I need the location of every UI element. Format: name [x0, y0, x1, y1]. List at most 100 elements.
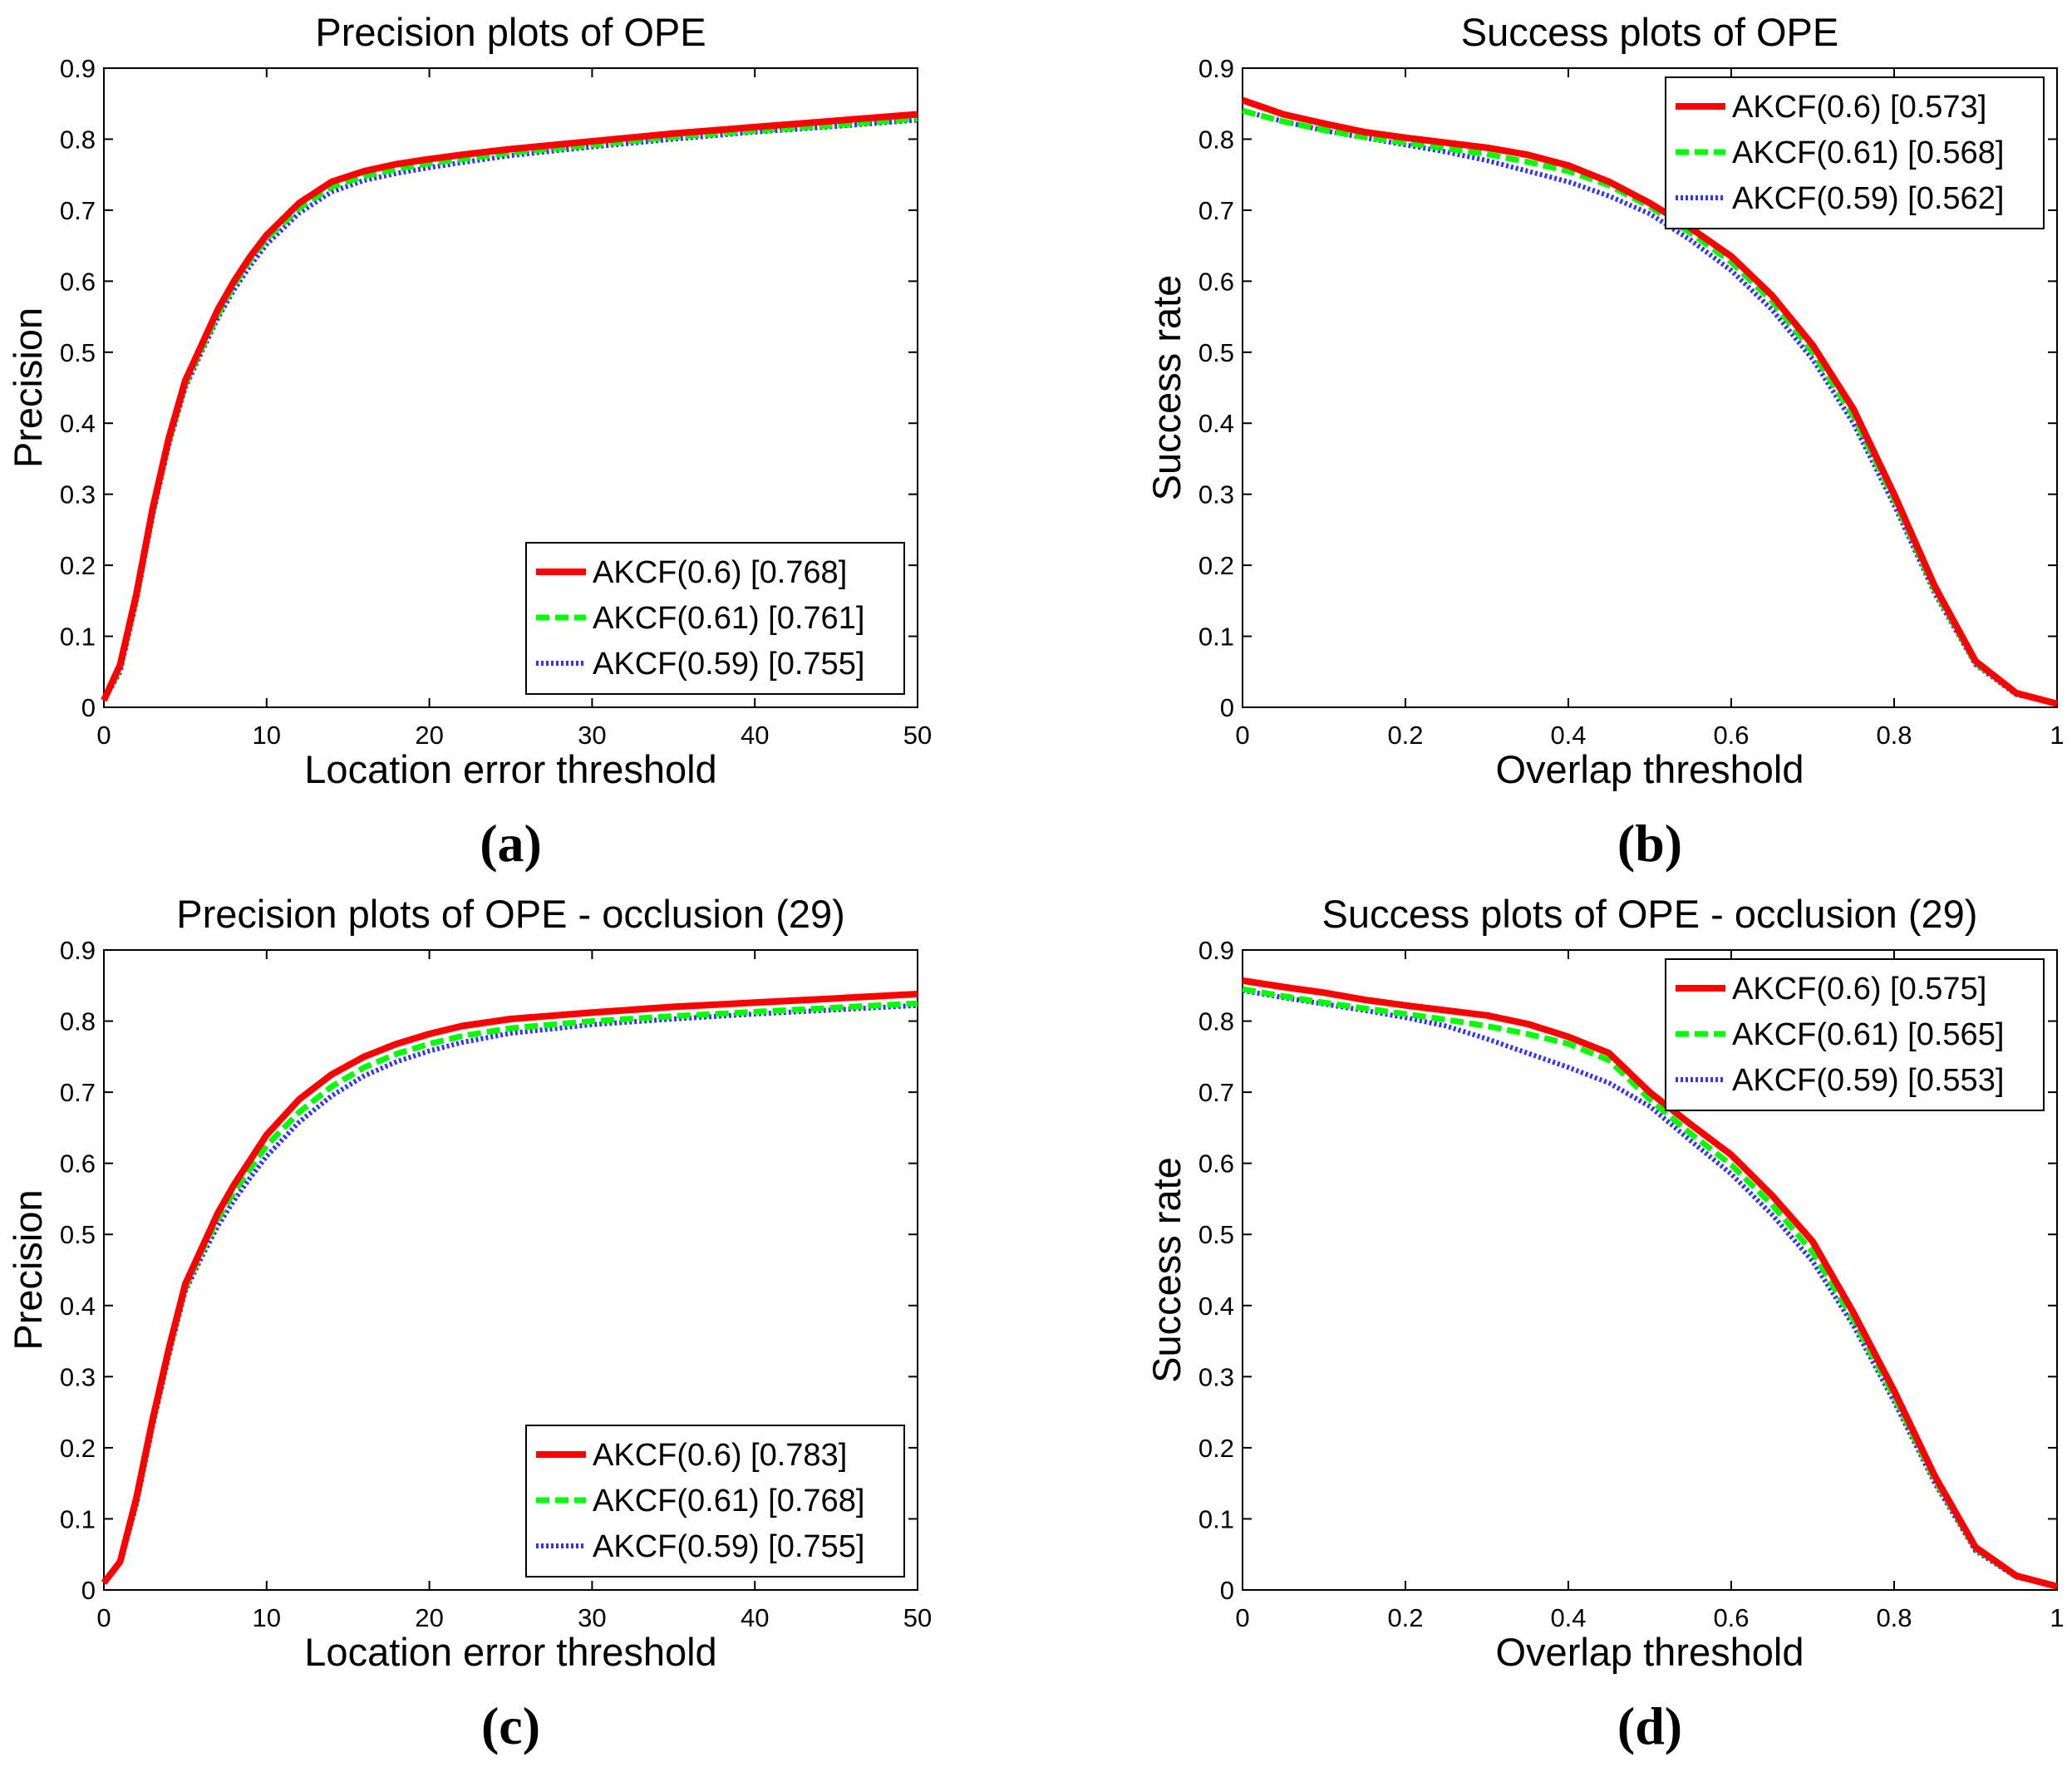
legend-entry-2: AKCF(0.59) [0.562]: [1732, 181, 2004, 216]
y-tick-label: 0.7: [1198, 196, 1234, 225]
legend-entry-0: AKCF(0.6) [0.783]: [593, 1438, 847, 1473]
y-tick-label: 0.4: [60, 409, 96, 438]
y-tick-label: 0.5: [1198, 338, 1234, 367]
legend-entry-2: AKCF(0.59) [0.553]: [1732, 1063, 2004, 1098]
y-tick-label: 0.1: [1198, 623, 1234, 652]
y-tick-label: 0.4: [60, 1292, 96, 1321]
y-tick-label: 0.9: [60, 54, 96, 83]
y-tick-label: 0.7: [1198, 1078, 1234, 1107]
y-axis-label-c: Precision: [6, 1189, 50, 1350]
y-tick-label: 0.2: [1198, 1434, 1234, 1463]
x-axis-label-d: Overlap threshold: [1496, 1630, 1804, 1674]
x-tick-label: 0: [1235, 1603, 1249, 1632]
x-tick-label: 30: [578, 721, 606, 750]
chart-a: Precision plots of OPE 0 10 20 30 40 50 0 0.1 0.2…: [6, 10, 932, 873]
y-tick-label: 0.6: [1198, 1149, 1234, 1179]
x-tick-label: 0.2: [1387, 1603, 1423, 1632]
legend-c: AKCF(0.6) [0.783] AKCF(0.61) [0.768] AKCF(…: [525, 1425, 905, 1578]
chart-title-a: Precision plots of OPE: [315, 10, 706, 54]
panel-label-a: (a): [480, 814, 542, 873]
y-tick-label: 0.3: [1198, 480, 1234, 509]
chart-title-c: Precision plots of OPE - occlusion (29): [176, 892, 845, 936]
panel-label-c: (c): [481, 1696, 540, 1755]
y-tick-label: 0.6: [60, 1149, 96, 1179]
y-axis-label-a: Precision: [6, 308, 50, 468]
y-tick-label: 0: [1220, 693, 1234, 722]
x-tick-label: 30: [578, 1603, 606, 1632]
x-tick-label: 0.8: [1876, 721, 1912, 750]
legend-entry-1: AKCF(0.61) [0.768]: [593, 1484, 864, 1518]
x-tick-label: 10: [253, 721, 281, 750]
y-axis-label-d: Success rate: [1144, 1157, 1189, 1383]
y-tick-label: 0.5: [60, 338, 96, 367]
x-tick-label: 0: [96, 1603, 111, 1632]
y-tick-label: 0.8: [60, 1007, 96, 1036]
y-tick-label: 0.8: [60, 125, 96, 154]
y-tick-label: 0.1: [1198, 1504, 1234, 1533]
chart-d: Success plots of OPE - occlusion (29) 0 0.…: [1144, 892, 2065, 1755]
y-tick-label: 0.8: [1198, 1007, 1234, 1036]
y-tick-label: 0.8: [1198, 125, 1234, 154]
y-tick-label: 0.9: [1198, 936, 1234, 965]
legend-entry-1: AKCF(0.61) [0.565]: [1732, 1017, 2004, 1052]
legend-a: AKCF(0.6) [0.768] AKCF(0.61) [0.761] AKCF(…: [525, 542, 905, 695]
x-tick-label: 1: [2050, 721, 2064, 750]
y-axis-label-b: Success rate: [1144, 275, 1189, 501]
legend-box: [525, 1425, 905, 1578]
x-tick-label: 0.4: [1550, 721, 1586, 750]
y-tick-label: 0.7: [60, 196, 96, 225]
x-tick-label: 0.6: [1713, 721, 1749, 750]
x-tick-label: 10: [253, 1603, 281, 1632]
x-tick-label: 40: [741, 721, 769, 750]
x-tick-label: 50: [903, 1603, 932, 1632]
y-tick-label: 0: [81, 1576, 96, 1605]
y-tick-label: 0.3: [1198, 1362, 1234, 1391]
x-tick-label: 20: [415, 1603, 443, 1632]
x-tick-label: 50: [903, 721, 932, 750]
legend-entry-1: AKCF(0.61) [0.568]: [1732, 135, 2004, 170]
series-line-c-0: [101, 991, 918, 1585]
chart-b: Success plots of OPE 0 0.2 0.4 0.6 0.8 1 0 0.1 0.…: [1144, 10, 2065, 873]
legend-box: [1665, 958, 2045, 1111]
y-tick-label: 0.7: [60, 1078, 96, 1107]
panel-label-d: (d): [1617, 1696, 1682, 1755]
y-tick-label: 0.3: [60, 480, 96, 509]
y-tick-label: 0.6: [1198, 267, 1234, 296]
x-tick-label: 0.6: [1713, 1603, 1749, 1632]
x-tick-label: 0.8: [1876, 1603, 1912, 1632]
x-tick-label: 0.4: [1550, 1603, 1586, 1632]
y-tick-label: 0.1: [60, 623, 96, 652]
y-tick-label: 0.2: [60, 1434, 96, 1463]
series-line-d-0: [1242, 977, 2059, 1590]
legend-box: [525, 542, 905, 695]
panel-label-b: (b): [1617, 814, 1682, 873]
x-tick-label: 0: [1235, 721, 1249, 750]
y-tick-label: 0.3: [60, 1362, 96, 1391]
legend-box: [1665, 76, 2045, 229]
y-tick-label: 0.1: [60, 1504, 96, 1533]
y-tick-label: 0.4: [1198, 409, 1234, 438]
chart-title-b: Success plots of OPE: [1461, 10, 1839, 54]
legend-entry-0: AKCF(0.6) [0.768]: [593, 555, 847, 590]
legend-entry-2: AKCF(0.59) [0.755]: [593, 647, 864, 682]
legend-entry-0: AKCF(0.6) [0.575]: [1732, 972, 1986, 1007]
legend-entry-0: AKCF(0.6) [0.573]: [1732, 90, 1986, 125]
legend-entry-1: AKCF(0.61) [0.761]: [593, 601, 864, 636]
chart-c: Precision plots of OPE - occlusion (29) 0…: [6, 892, 932, 1755]
x-axis-label-a: Location error threshold: [304, 747, 716, 791]
y-tick-label: 0.5: [1198, 1220, 1234, 1249]
legend-entry-2: AKCF(0.59) [0.755]: [593, 1529, 864, 1564]
y-tick-label: 0: [1220, 1576, 1234, 1605]
x-tick-label: 20: [415, 721, 443, 750]
chart-title-d: Success plots of OPE - occlusion (29): [1322, 892, 1978, 936]
y-tick-label: 0.9: [60, 936, 96, 965]
series-line-b-0: [1241, 96, 2059, 707]
y-tick-label: 0.2: [1198, 551, 1234, 580]
x-axis-label-b: Overlap threshold: [1496, 747, 1804, 791]
y-tick-label: 0.6: [60, 267, 96, 296]
x-tick-label: 0.2: [1387, 721, 1423, 750]
x-tick-label: 0: [96, 721, 111, 750]
y-tick-label: 0.9: [1198, 54, 1234, 83]
y-tick-label: 0.4: [1198, 1292, 1234, 1321]
